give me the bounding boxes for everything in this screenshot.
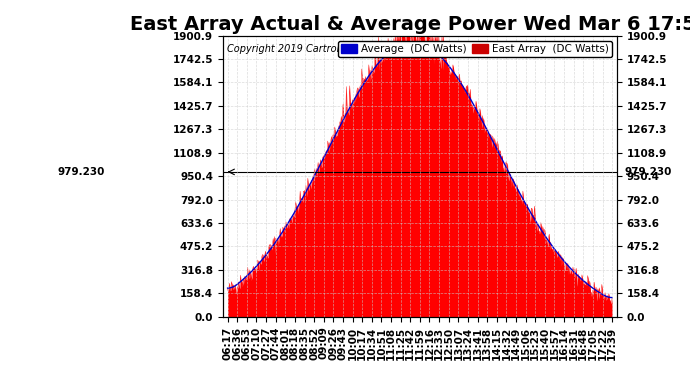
Text: Copyright 2019 Cartronics.com: Copyright 2019 Cartronics.com — [227, 44, 380, 54]
Text: 979.230: 979.230 — [57, 167, 105, 177]
Text: 979.230: 979.230 — [625, 167, 672, 177]
Legend: Average  (DC Watts), East Array  (DC Watts): Average (DC Watts), East Array (DC Watts… — [338, 41, 612, 57]
Title: East Array Actual & Average Power Wed Mar 6 17:50: East Array Actual & Average Power Wed Ma… — [130, 15, 690, 34]
